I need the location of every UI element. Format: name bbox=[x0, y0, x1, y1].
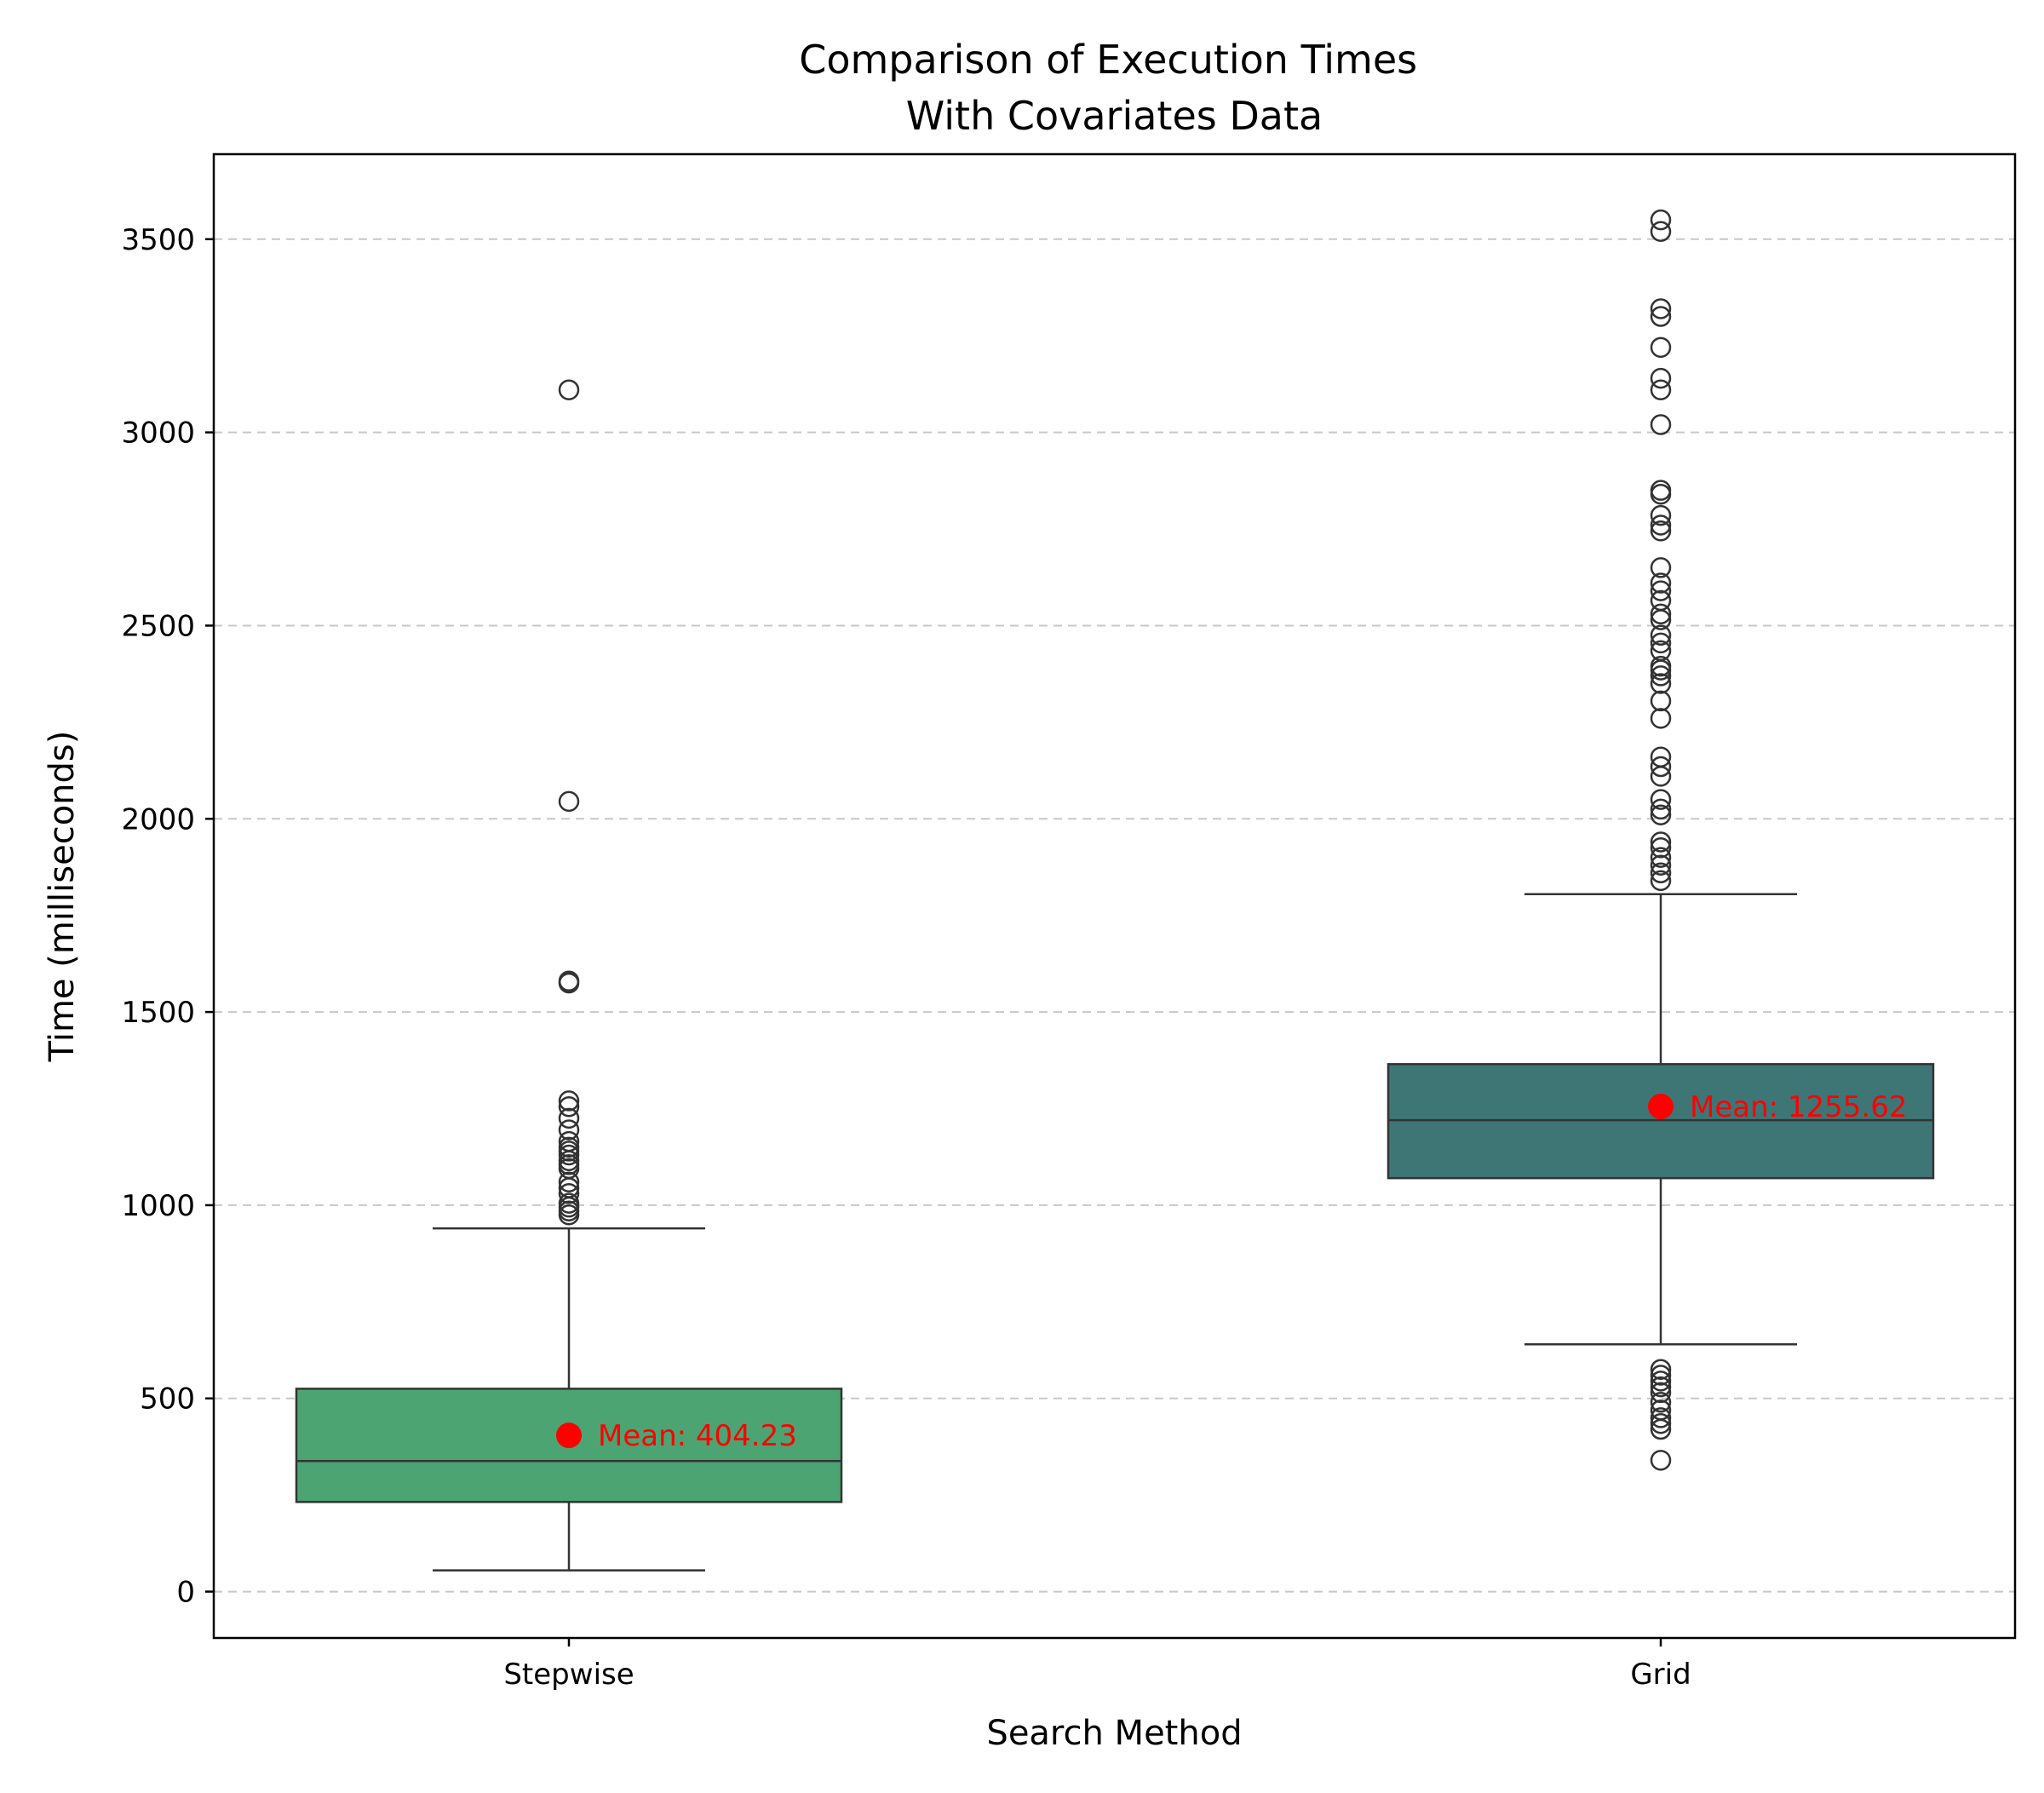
y-tick-label: 3500 bbox=[121, 223, 195, 257]
mean-marker bbox=[1648, 1093, 1674, 1119]
outlier-point bbox=[1650, 854, 1672, 876]
outlier-point bbox=[558, 1107, 580, 1129]
outlier-point bbox=[1650, 298, 1672, 319]
outlier-point bbox=[1650, 673, 1672, 694]
outlier-point bbox=[1650, 655, 1672, 677]
outlier-point bbox=[1650, 209, 1672, 231]
boxes-layer bbox=[295, 893, 1935, 1572]
outlier-point bbox=[1650, 1407, 1672, 1428]
outlier-point bbox=[1650, 1412, 1672, 1434]
outlier-point bbox=[1650, 798, 1672, 820]
outlier-point bbox=[1650, 1365, 1672, 1386]
outlier-point bbox=[1650, 831, 1672, 853]
outlier-point bbox=[1650, 708, 1672, 729]
y-tick-label: 2500 bbox=[121, 609, 195, 643]
outlier-point bbox=[558, 1171, 580, 1192]
outlier-point bbox=[1650, 336, 1672, 359]
y-tick-label: 1500 bbox=[121, 996, 195, 1030]
y-tick-label: 1000 bbox=[121, 1189, 195, 1223]
chart-title: Comparison of Execution Times With Covar… bbox=[799, 37, 1430, 139]
outlier-point bbox=[558, 970, 580, 992]
outlier-point bbox=[1650, 1359, 1672, 1380]
y-tick-label: 2000 bbox=[121, 802, 195, 836]
outliers-layer bbox=[558, 209, 1672, 1471]
outlier-point bbox=[1650, 665, 1672, 687]
outlier-point bbox=[558, 379, 580, 400]
y-tick-label: 3000 bbox=[121, 417, 195, 451]
outlier-point bbox=[558, 1095, 580, 1118]
y-axis-label: Time (milliseconds) bbox=[43, 731, 82, 1063]
outlier-point bbox=[1650, 520, 1672, 542]
outlier-point bbox=[558, 1119, 580, 1141]
outlier-point bbox=[1650, 1450, 1672, 1471]
outlier-point bbox=[1650, 1399, 1672, 1421]
outlier-point bbox=[1650, 632, 1672, 654]
outlier-point bbox=[1650, 870, 1672, 892]
outlier-point bbox=[558, 1136, 580, 1158]
outlier-point bbox=[1650, 837, 1672, 859]
x-axis-ticks: Stepwise Grid bbox=[503, 1638, 1691, 1692]
outlier-point bbox=[1650, 414, 1672, 435]
outlier-point bbox=[1650, 504, 1672, 526]
outlier-point bbox=[1650, 572, 1672, 594]
outlier-point bbox=[1650, 367, 1672, 389]
outlier-point bbox=[1650, 306, 1672, 327]
y-axis-ticks: 0 500 1000 1500 2000 2500 3000 3500 bbox=[121, 223, 214, 1610]
outlier-point bbox=[1650, 862, 1672, 884]
outlier-point bbox=[1650, 557, 1672, 578]
mean-label: Mean: 404.23 bbox=[598, 1419, 797, 1453]
outlier-point bbox=[558, 1183, 580, 1204]
outlier-point bbox=[558, 1192, 580, 1214]
outlier-point bbox=[1650, 756, 1672, 778]
x-tick-label: Stepwise bbox=[503, 1658, 634, 1692]
y-tick-label: 500 bbox=[140, 1382, 195, 1417]
outlier-point bbox=[558, 790, 580, 813]
outlier-point bbox=[1650, 690, 1672, 712]
outlier-point bbox=[1650, 480, 1672, 501]
outlier-point bbox=[1650, 603, 1672, 625]
outlier-point bbox=[1650, 589, 1672, 612]
outlier-point bbox=[1650, 1371, 1672, 1392]
outlier-point bbox=[1650, 221, 1672, 242]
means-layer: Mean: 404.23 Mean: 1255.62 bbox=[556, 1090, 1908, 1453]
y-tick-label: 0 bbox=[176, 1576, 195, 1610]
outlier-point bbox=[1650, 1376, 1672, 1398]
outlier-point bbox=[1650, 789, 1672, 810]
outlier-point bbox=[1650, 580, 1672, 601]
x-axis-label: Search Method bbox=[986, 1714, 1242, 1753]
x-tick-label: Grid bbox=[1630, 1658, 1691, 1692]
plot-frame bbox=[212, 152, 2017, 1640]
outlier-point bbox=[1650, 379, 1672, 400]
grid-lines bbox=[214, 238, 2015, 1593]
outlier-point bbox=[558, 1130, 580, 1152]
outlier-point bbox=[1650, 514, 1672, 536]
chart-title-line-1: Comparison of Execution Times bbox=[799, 37, 1417, 83]
outlier-point bbox=[1650, 1382, 1672, 1404]
outlier-point bbox=[558, 1090, 580, 1112]
chart-title-line-2: With Covariates Data bbox=[906, 93, 1323, 139]
outlier-point bbox=[1650, 847, 1672, 868]
outlier-point bbox=[1650, 624, 1672, 647]
outlier-point bbox=[1650, 746, 1672, 767]
outlier-point bbox=[1650, 640, 1672, 662]
mean-marker bbox=[556, 1422, 582, 1449]
outlier-point bbox=[1650, 1392, 1672, 1413]
mean-label: Mean: 1255.62 bbox=[1690, 1090, 1908, 1124]
outlier-point bbox=[1650, 804, 1672, 825]
